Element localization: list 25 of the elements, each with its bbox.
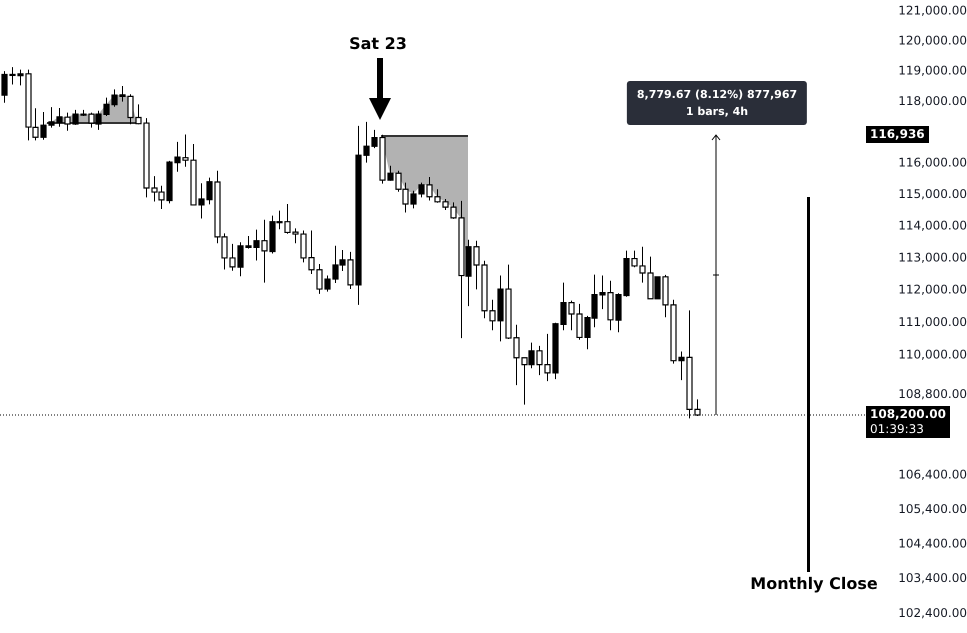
y-tick-label: 105,400.00 [898,502,967,516]
annotation: 8,779.67 (8.12%) 877,967 [636,87,798,103]
y-tick-label: 110,000.00 [898,348,967,362]
text: 116,936 [870,127,925,142]
y-tick-label: 116,000.00 [898,156,967,170]
y-tick-label: 120,000.00 [898,33,967,48]
ref-line-label: 108,200.00 [870,407,946,422]
measure-tooltip: 8,779.67 (8.12%) 877,967 1 bars, 4h [626,81,808,125]
y-tick-label: 115,000.00 [898,187,967,202]
annotation: 1 bars, 4h [684,104,750,120]
y-tick-label: 103,400.00 [898,571,967,586]
text: 01:39:33 [870,422,925,438]
y-tick-label: 104,400.00 [898,536,967,550]
y-tick-label: 106,400.00 [898,468,967,482]
annotation: Monthly Close [750,574,878,593]
y-tick-label: 113,000.00 [898,250,967,264]
y-tick-label: 112,000.00 [898,282,967,296]
y-tick-label: 114,000.00 [898,218,967,233]
y-tick-label: 111,000.00 [898,314,967,329]
y-tick-label: 119,000.00 [898,64,967,78]
y-tick-label: 118,000.00 [898,94,967,108]
annotation: Sat 23 [349,34,407,53]
y-tick-label: 121,000.00 [898,3,967,18]
y-tick-label: 102,400.00 [898,606,967,620]
y-tick-label: 108,800.00 [898,387,967,402]
